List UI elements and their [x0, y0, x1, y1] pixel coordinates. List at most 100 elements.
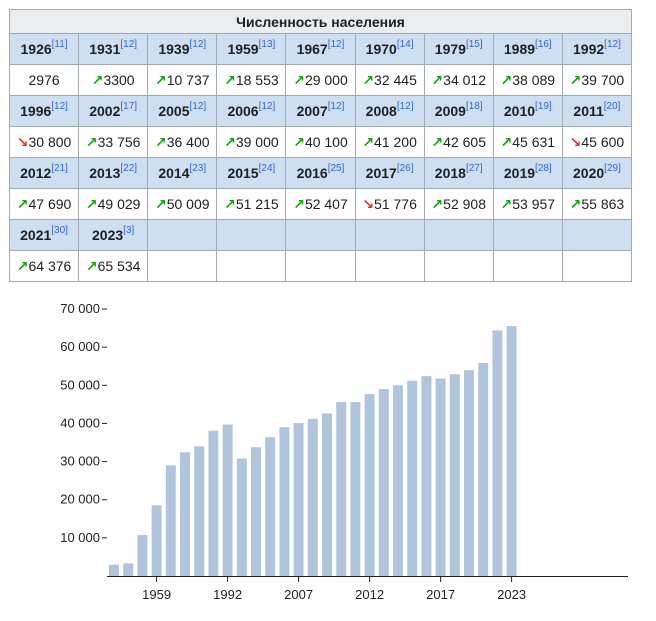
bar-2015	[407, 380, 418, 576]
empty-cell	[216, 219, 287, 251]
year-cell: 1939[12]	[147, 33, 218, 65]
bar-1967	[165, 465, 176, 576]
year-cell: 2008[12]	[354, 95, 425, 127]
empty-cell	[285, 250, 356, 282]
reference-link[interactable]: [12]	[396, 101, 414, 112]
population-cell: ↗45 631	[492, 126, 563, 158]
reference-link[interactable]: [30]	[51, 225, 68, 236]
year-label: 2005	[158, 103, 190, 119]
bar-2021	[492, 330, 503, 576]
arrow-down-icon: ↘	[16, 133, 29, 150]
arrow-up-icon: ↗	[85, 195, 98, 212]
reference-link[interactable]: [12]	[258, 101, 276, 112]
reference-link[interactable]: [27]	[465, 163, 483, 174]
bar-1992	[222, 424, 233, 576]
year-cell: 2017[26]	[354, 157, 425, 189]
year-cell: 2010[19]	[492, 95, 563, 127]
population-value: 53 957	[512, 195, 556, 212]
population-cell: 2976	[8, 64, 80, 96]
empty-cell	[492, 250, 563, 282]
year-cell: 2023[3]	[78, 219, 149, 251]
year-label: 1992	[573, 41, 605, 57]
reference-link[interactable]: [26]	[396, 163, 414, 174]
population-value: 47 690	[28, 195, 72, 212]
arrow-up-icon: ↗	[569, 71, 582, 88]
reference-link[interactable]: [12]	[604, 39, 621, 50]
y-tick-label: 70 000	[60, 301, 100, 316]
reference-link[interactable]: [24]	[258, 163, 276, 174]
reference-link[interactable]: [21]	[51, 163, 68, 174]
population-cell: ↗32 445	[354, 64, 425, 96]
bar-1926	[109, 564, 119, 576]
population-value: 32 445	[374, 71, 417, 88]
x-tick-label: 2023	[497, 587, 526, 602]
reference-link[interactable]: [19]	[535, 101, 552, 112]
arrow-up-icon: ↗	[154, 195, 167, 212]
arrow-up-icon: ↗	[362, 71, 375, 88]
reference-link[interactable]: [11]	[51, 39, 68, 50]
bar-2013	[378, 388, 389, 576]
year-label: 1939	[158, 41, 190, 57]
year-cell: 2020[29]	[561, 157, 633, 189]
population-value: 41 200	[374, 133, 417, 150]
year-label: 2018	[434, 165, 466, 181]
bar-1970	[180, 452, 190, 576]
population-cell: ↗52 908	[423, 188, 494, 220]
reference-link[interactable]: [12]	[189, 101, 207, 112]
year-label: 2006	[227, 103, 259, 119]
population-cell: ↗3300	[78, 64, 149, 96]
reference-link[interactable]: [29]	[604, 163, 621, 174]
reference-link[interactable]: [20]	[603, 101, 621, 112]
arrow-up-icon: ↗	[85, 133, 98, 150]
reference-link[interactable]: [14]	[396, 39, 414, 50]
reference-link[interactable]: [25]	[327, 163, 345, 174]
reference-link[interactable]: [12]	[120, 39, 138, 50]
reference-link[interactable]: [12]	[189, 39, 207, 50]
year-cell: 1979[15]	[423, 33, 494, 65]
reference-link[interactable]: [18]	[465, 101, 483, 112]
population-value: 18 553	[235, 71, 279, 88]
empty-cell	[561, 219, 633, 251]
population-cell: ↗52 407	[285, 188, 356, 220]
population-cell: ↗39 000	[216, 126, 287, 158]
reference-link[interactable]: [15]	[465, 39, 483, 50]
reference-link[interactable]: [12]	[327, 101, 345, 112]
year-cell: 1996[12]	[8, 95, 80, 127]
population-value: 65 534	[97, 257, 141, 274]
reference-link[interactable]: [28]	[535, 163, 552, 174]
population-value: 49 029	[97, 195, 141, 212]
year-cell: 2002[17]	[78, 95, 149, 127]
arrow-down-icon: ↘	[362, 195, 375, 212]
reference-link[interactable]: [23]	[189, 163, 207, 174]
population-value: 29 000	[304, 71, 348, 88]
reference-link[interactable]: [13]	[258, 39, 276, 50]
year-label: 1996	[20, 103, 52, 119]
reference-link[interactable]: [16]	[535, 39, 552, 50]
empty-cell	[147, 219, 218, 251]
x-tick-label: 2012	[355, 587, 384, 602]
bar-2010	[336, 401, 347, 576]
population-cell: ↗34 012	[423, 64, 494, 96]
reference-link[interactable]: [17]	[120, 101, 138, 112]
year-label: 1959	[227, 41, 259, 57]
empty-cell	[423, 219, 494, 251]
year-cell: 2015[24]	[216, 157, 287, 189]
arrow-up-icon: ↗	[91, 71, 104, 88]
population-cell: ↗50 009	[147, 188, 218, 220]
reference-link[interactable]: [22]	[120, 163, 138, 174]
reference-link[interactable]: [12]	[327, 39, 345, 50]
bar-2020	[478, 362, 489, 576]
bar-2014	[393, 385, 403, 576]
population-cell: ↗36 400	[147, 126, 218, 158]
arrow-up-icon: ↗	[224, 195, 236, 212]
arrow-up-icon: ↗	[500, 133, 513, 150]
year-cell: 1959[13]	[216, 33, 287, 65]
population-value: 55 863	[581, 195, 625, 212]
reference-link[interactable]: [3]	[123, 225, 135, 236]
population-cell: ↗39 700	[561, 64, 633, 96]
value-row: 2976 ↗3300 ↗10 737 ↗18 553 ↗29 000 ↗32 445 ↗34…	[8, 64, 633, 96]
year-cell: 2019[28]	[492, 157, 563, 189]
population-cell: ↗64 376	[8, 250, 80, 282]
bar-2005	[265, 437, 276, 576]
reference-link[interactable]: [12]	[51, 101, 68, 112]
